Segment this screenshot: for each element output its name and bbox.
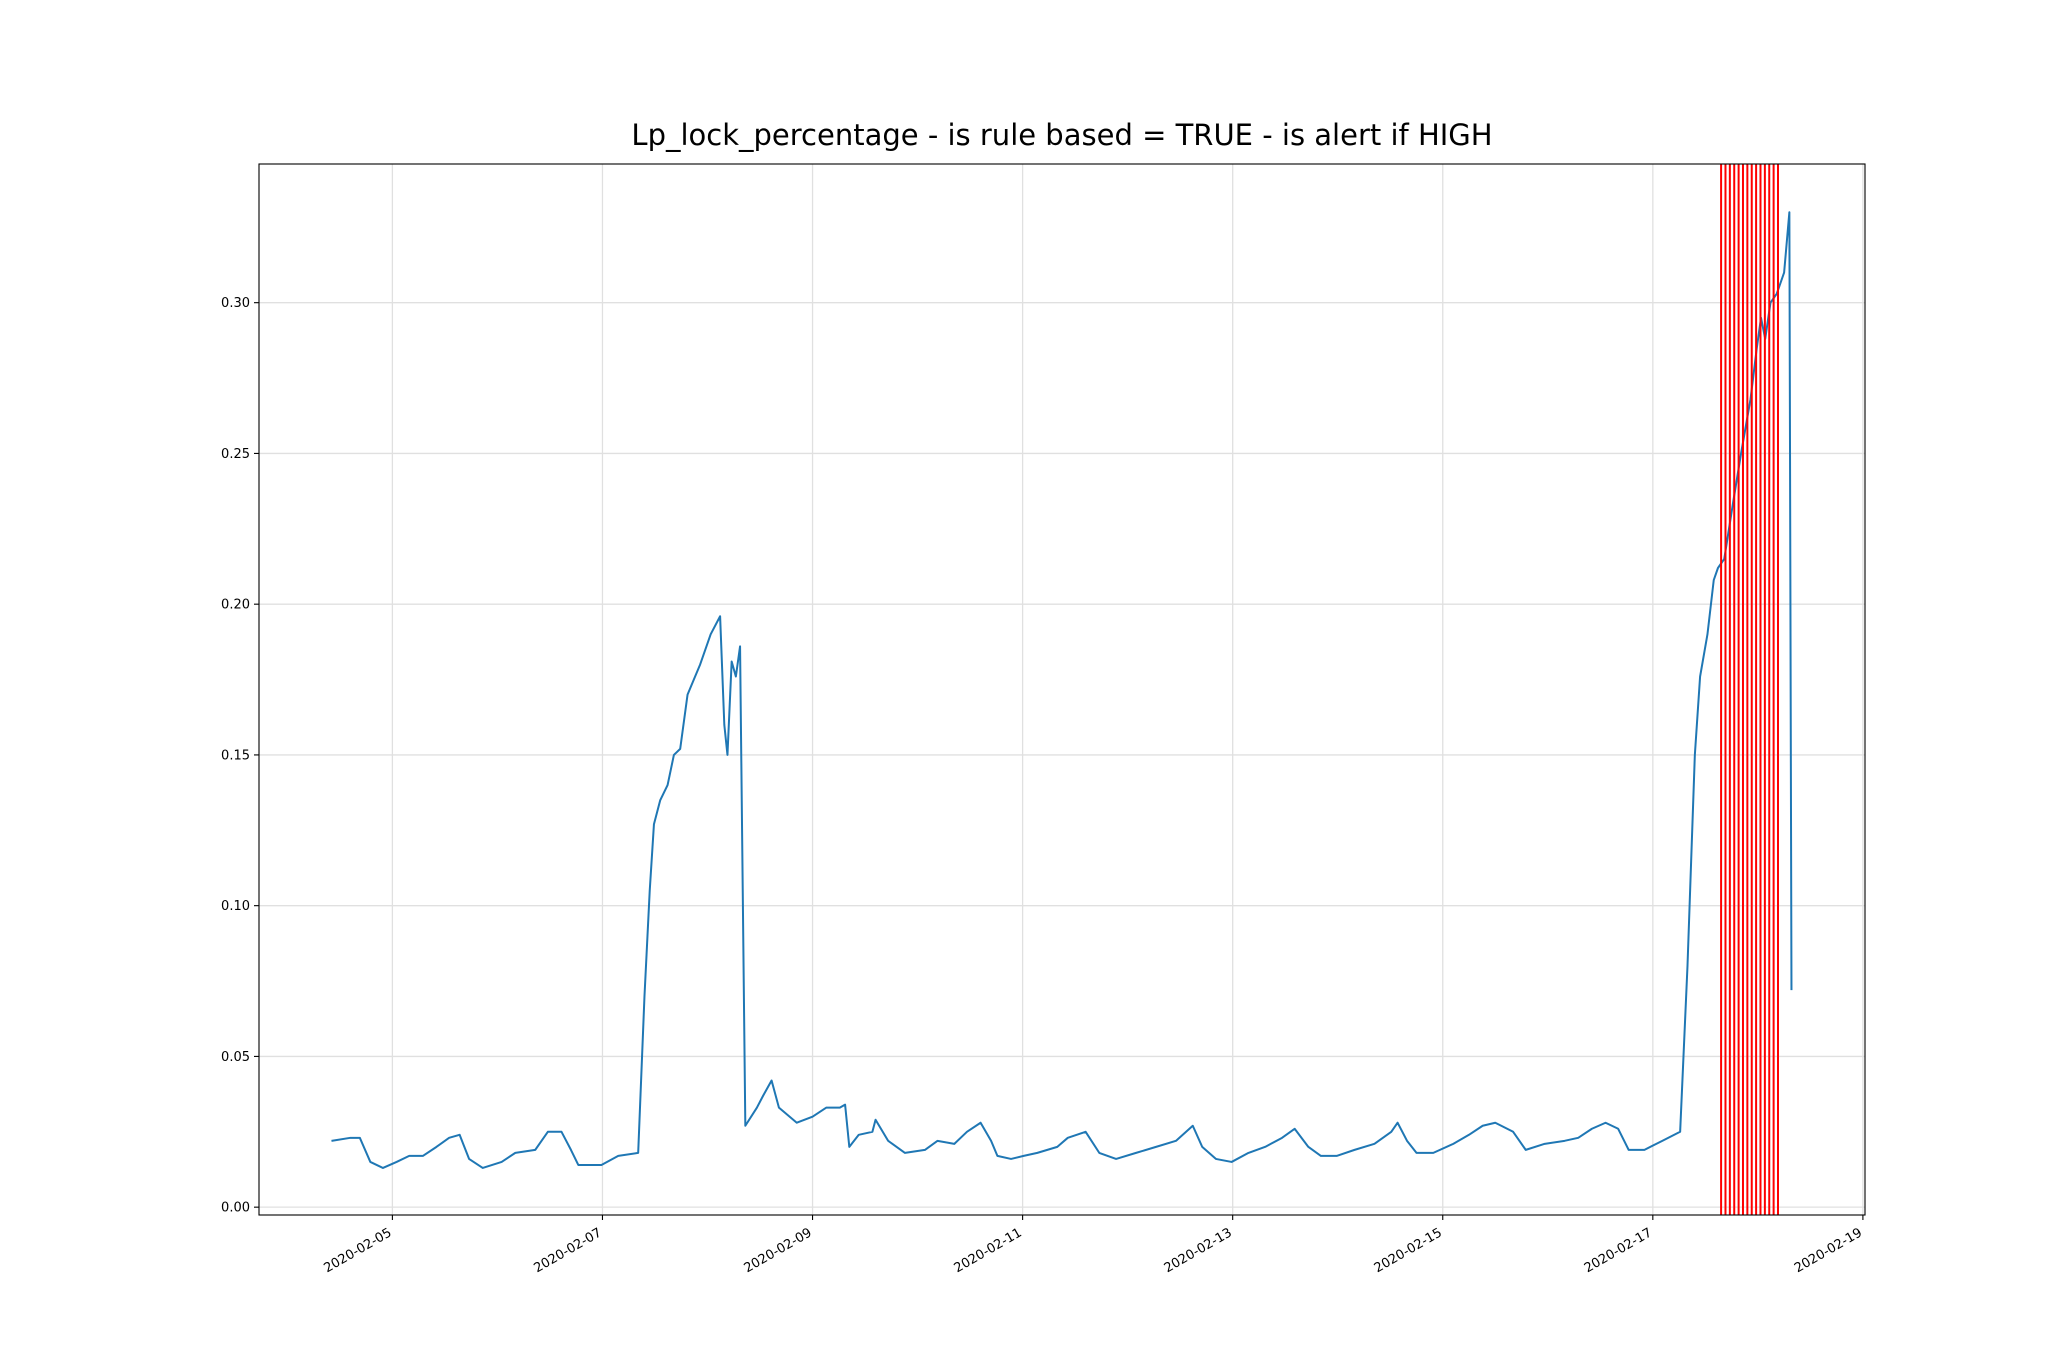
y-tick-label: 0.15 [221,748,250,763]
x-tick-label: 2020-02-19 [1792,1225,1865,1276]
chart-title: Lp_lock_percentage - is rule based = TRU… [631,118,1492,152]
y-tick-label: 0.00 [221,1201,250,1216]
y-tick-label: 0.10 [221,899,250,914]
x-tick-label: 2020-02-05 [321,1225,394,1276]
y-tick-label: 0.05 [221,1050,250,1065]
y-tick-label: 0.20 [221,598,250,613]
x-tick-label: 2020-02-13 [1162,1225,1235,1276]
x-tick-label: 2020-02-17 [1582,1225,1655,1276]
y-tick-label: 0.25 [221,447,250,462]
x-tick-label: 2020-02-09 [742,1225,815,1276]
y-tick-label: 0.30 [221,296,250,311]
x-tick-label: 2020-02-15 [1372,1225,1445,1276]
data-line [331,211,1793,1169]
x-tick-label: 2020-02-11 [952,1225,1025,1276]
x-tick-label: 2020-02-07 [532,1225,605,1276]
plot-frame [258,163,1866,1216]
